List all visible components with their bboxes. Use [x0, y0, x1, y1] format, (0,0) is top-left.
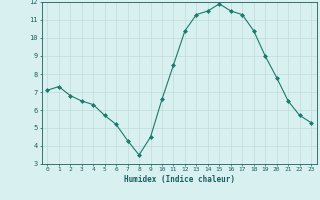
X-axis label: Humidex (Indice chaleur): Humidex (Indice chaleur): [124, 175, 235, 184]
